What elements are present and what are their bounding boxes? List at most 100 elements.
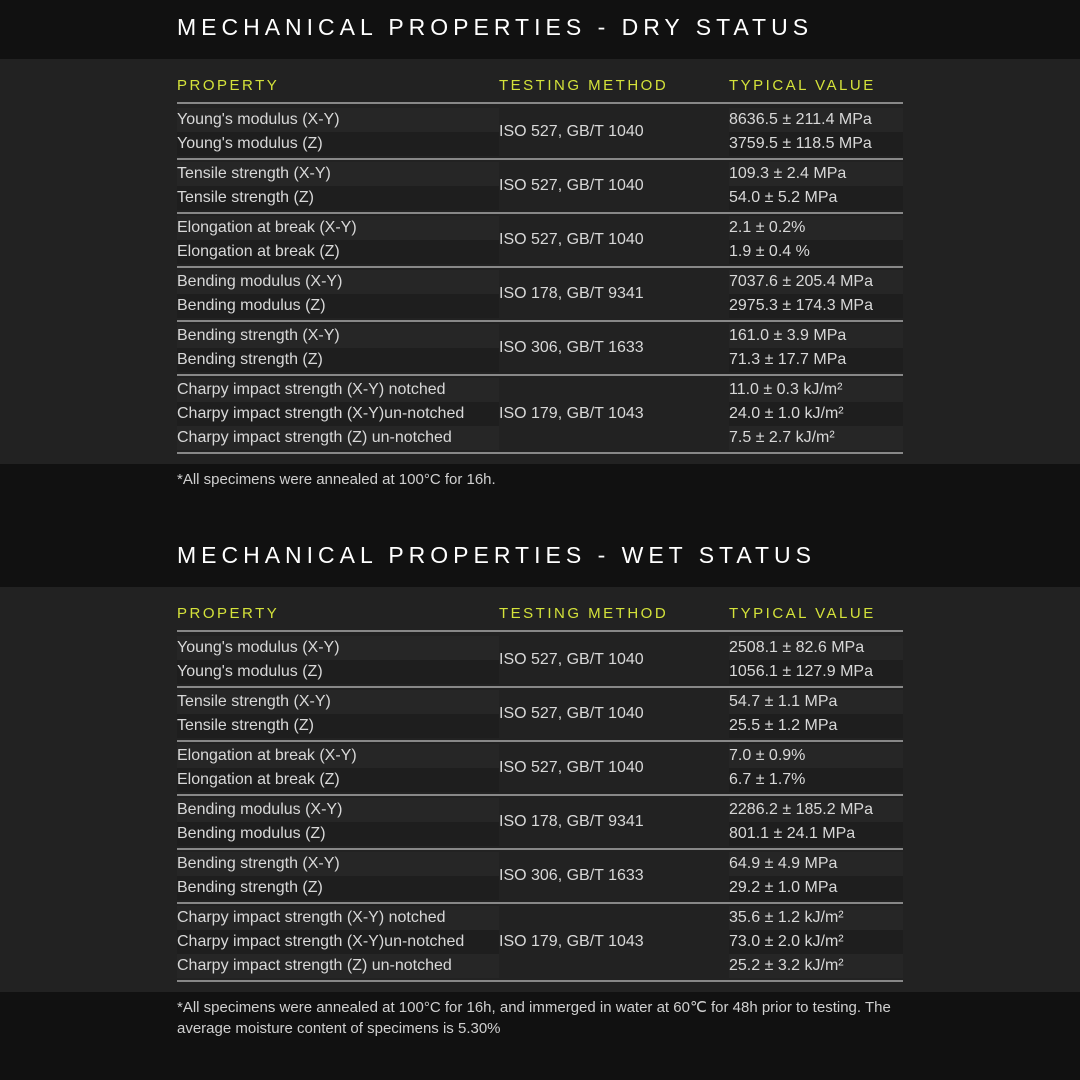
- property-col: Charpy impact strength (X-Y) notchedChar…: [177, 906, 499, 978]
- value-cell: 2.1 ± 0.2%: [729, 216, 903, 240]
- table-header-row: PROPERTYTESTING METHODTYPICAL VALUE: [177, 605, 903, 632]
- property-cell: Elongation at break (X-Y): [177, 216, 499, 240]
- property-cell: Charpy impact strength (X-Y)un-notched: [177, 930, 499, 954]
- method-cell: ISO 527, GB/T 1040: [499, 120, 729, 144]
- footnote: *All specimens were annealed at 100°C fo…: [0, 992, 1080, 1061]
- value-cell: 2286.2 ± 185.2 MPa: [729, 798, 903, 822]
- value-col: 109.3 ± 2.4 MPa54.0 ± 5.2 MPa: [729, 162, 903, 210]
- property-cell: Elongation at break (Z): [177, 768, 499, 792]
- property-group: Bending modulus (X-Y)Bending modulus (Z)…: [177, 268, 903, 322]
- property-col: Elongation at break (X-Y)Elongation at b…: [177, 216, 499, 264]
- property-col: Bending strength (X-Y)Bending strength (…: [177, 852, 499, 900]
- properties-table: PROPERTYTESTING METHODTYPICAL VALUEYoung…: [0, 59, 1080, 464]
- property-cell: Bending modulus (X-Y): [177, 270, 499, 294]
- method-cell: ISO 527, GB/T 1040: [499, 228, 729, 252]
- method-cell: ISO 179, GB/T 1043: [499, 402, 729, 426]
- property-group: Bending strength (X-Y)Bending strength (…: [177, 322, 903, 376]
- value-cell: 109.3 ± 2.4 MPa: [729, 162, 903, 186]
- method-cell: ISO 178, GB/T 9341: [499, 810, 729, 834]
- value-cell: 3759.5 ± 118.5 MPa: [729, 132, 903, 156]
- method-cell: ISO 179, GB/T 1043: [499, 930, 729, 954]
- property-cell: Young's modulus (X-Y): [177, 108, 499, 132]
- value-cell: 29.2 ± 1.0 MPa: [729, 876, 903, 900]
- value-col: 64.9 ± 4.9 MPa29.2 ± 1.0 MPa: [729, 852, 903, 900]
- value-cell: 7.0 ± 0.9%: [729, 744, 903, 768]
- property-group: Bending strength (X-Y)Bending strength (…: [177, 850, 903, 904]
- property-group: Elongation at break (X-Y)Elongation at b…: [177, 742, 903, 796]
- value-cell: 71.3 ± 17.7 MPa: [729, 348, 903, 372]
- property-col: Bending modulus (X-Y)Bending modulus (Z): [177, 798, 499, 846]
- property-cell: Tensile strength (Z): [177, 186, 499, 210]
- property-cell: Bending strength (X-Y): [177, 324, 499, 348]
- footnote: *All specimens were annealed at 100°C fo…: [0, 464, 1080, 512]
- value-col: 161.0 ± 3.9 MPa71.3 ± 17.7 MPa: [729, 324, 903, 372]
- property-col: Bending modulus (X-Y)Bending modulus (Z): [177, 270, 499, 318]
- value-col: 11.0 ± 0.3 kJ/m²24.0 ± 1.0 kJ/m²7.5 ± 2.…: [729, 378, 903, 450]
- col-value: TYPICAL VALUE: [729, 605, 903, 622]
- col-value: TYPICAL VALUE: [729, 77, 903, 94]
- col-method: TESTING METHOD: [499, 605, 729, 622]
- value-cell: 54.7 ± 1.1 MPa: [729, 690, 903, 714]
- value-cell: 25.5 ± 1.2 MPa: [729, 714, 903, 738]
- property-cell: Bending strength (X-Y): [177, 852, 499, 876]
- property-cell: Bending modulus (Z): [177, 294, 499, 318]
- value-cell: 64.9 ± 4.9 MPa: [729, 852, 903, 876]
- value-cell: 24.0 ± 1.0 kJ/m²: [729, 402, 903, 426]
- property-group: Charpy impact strength (X-Y) notchedChar…: [177, 376, 903, 454]
- section-title: MECHANICAL PROPERTIES - DRY STATUS: [0, 0, 1080, 59]
- table-header-row: PROPERTYTESTING METHODTYPICAL VALUE: [177, 77, 903, 104]
- value-cell: 35.6 ± 1.2 kJ/m²: [729, 906, 903, 930]
- section-title: MECHANICAL PROPERTIES - WET STATUS: [0, 512, 1080, 587]
- property-group: Tensile strength (X-Y)Tensile strength (…: [177, 688, 903, 742]
- col-property: PROPERTY: [177, 77, 499, 94]
- method-cell: ISO 306, GB/T 1633: [499, 864, 729, 888]
- value-cell: 801.1 ± 24.1 MPa: [729, 822, 903, 846]
- method-cell: ISO 527, GB/T 1040: [499, 648, 729, 672]
- value-col: 35.6 ± 1.2 kJ/m²73.0 ± 2.0 kJ/m²25.2 ± 3…: [729, 906, 903, 978]
- value-cell: 11.0 ± 0.3 kJ/m²: [729, 378, 903, 402]
- property-cell: Charpy impact strength (Z) un-notched: [177, 426, 499, 450]
- method-cell: ISO 527, GB/T 1040: [499, 174, 729, 198]
- method-cell: ISO 178, GB/T 9341: [499, 282, 729, 306]
- property-group: Bending modulus (X-Y)Bending modulus (Z)…: [177, 796, 903, 850]
- value-cell: 54.0 ± 5.2 MPa: [729, 186, 903, 210]
- property-cell: Bending strength (Z): [177, 348, 499, 372]
- value-col: 2508.1 ± 82.6 MPa1056.1 ± 127.9 MPa: [729, 636, 903, 684]
- property-cell: Charpy impact strength (X-Y)un-notched: [177, 402, 499, 426]
- property-group: Young's modulus (X-Y)Young's modulus (Z)…: [177, 634, 903, 688]
- property-cell: Young's modulus (Z): [177, 132, 499, 156]
- property-cell: Bending modulus (X-Y): [177, 798, 499, 822]
- property-cell: Young's modulus (X-Y): [177, 636, 499, 660]
- property-group: Young's modulus (X-Y)Young's modulus (Z)…: [177, 106, 903, 160]
- property-col: Tensile strength (X-Y)Tensile strength (…: [177, 690, 499, 738]
- value-cell: 73.0 ± 2.0 kJ/m²: [729, 930, 903, 954]
- property-cell: Bending modulus (Z): [177, 822, 499, 846]
- property-col: Young's modulus (X-Y)Young's modulus (Z): [177, 636, 499, 684]
- value-cell: 8636.5 ± 211.4 MPa: [729, 108, 903, 132]
- method-cell: ISO 527, GB/T 1040: [499, 702, 729, 726]
- property-col: Bending strength (X-Y)Bending strength (…: [177, 324, 499, 372]
- value-cell: 161.0 ± 3.9 MPa: [729, 324, 903, 348]
- value-cell: 7037.6 ± 205.4 MPa: [729, 270, 903, 294]
- property-cell: Charpy impact strength (Z) un-notched: [177, 954, 499, 978]
- value-col: 54.7 ± 1.1 MPa25.5 ± 1.2 MPa: [729, 690, 903, 738]
- property-col: Tensile strength (X-Y)Tensile strength (…: [177, 162, 499, 210]
- value-cell: 1.9 ± 0.4 %: [729, 240, 903, 264]
- property-cell: Tensile strength (X-Y): [177, 690, 499, 714]
- properties-table: PROPERTYTESTING METHODTYPICAL VALUEYoung…: [0, 587, 1080, 992]
- value-cell: 2975.3 ± 174.3 MPa: [729, 294, 903, 318]
- value-col: 8636.5 ± 211.4 MPa3759.5 ± 118.5 MPa: [729, 108, 903, 156]
- property-cell: Elongation at break (X-Y): [177, 744, 499, 768]
- value-col: 2.1 ± 0.2%1.9 ± 0.4 %: [729, 216, 903, 264]
- property-group: Charpy impact strength (X-Y) notchedChar…: [177, 904, 903, 982]
- method-cell: ISO 306, GB/T 1633: [499, 336, 729, 360]
- property-group: Tensile strength (X-Y)Tensile strength (…: [177, 160, 903, 214]
- col-property: PROPERTY: [177, 605, 499, 622]
- property-cell: Bending strength (Z): [177, 876, 499, 900]
- col-method: TESTING METHOD: [499, 77, 729, 94]
- value-col: 7037.6 ± 205.4 MPa2975.3 ± 174.3 MPa: [729, 270, 903, 318]
- property-cell: Tensile strength (Z): [177, 714, 499, 738]
- property-cell: Elongation at break (Z): [177, 240, 499, 264]
- value-cell: 25.2 ± 3.2 kJ/m²: [729, 954, 903, 978]
- property-col: Elongation at break (X-Y)Elongation at b…: [177, 744, 499, 792]
